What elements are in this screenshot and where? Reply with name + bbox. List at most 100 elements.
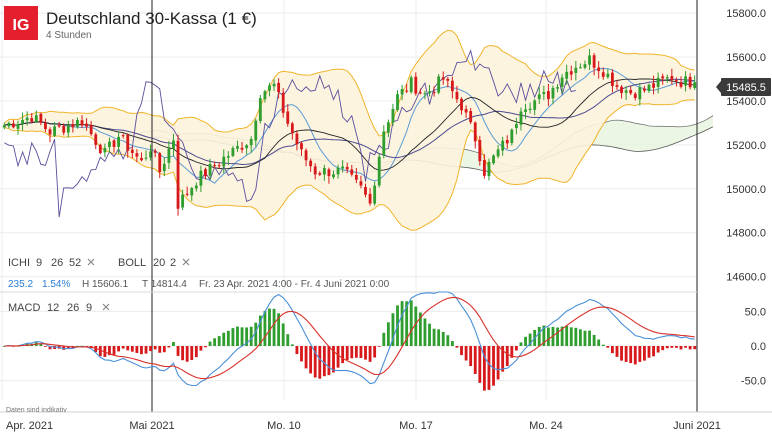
candle[interactable]	[85, 118, 89, 131]
candle[interactable]	[496, 145, 500, 159]
candle[interactable]	[446, 77, 450, 88]
candle[interactable]	[542, 85, 546, 101]
candle[interactable]	[34, 110, 38, 123]
candle[interactable]	[386, 119, 390, 138]
candle[interactable]	[44, 118, 47, 133]
candle[interactable]	[2, 122, 6, 130]
candlestick-series[interactable]	[2, 49, 697, 216]
candle[interactable]	[126, 133, 130, 158]
candle[interactable]	[675, 77, 678, 87]
candle[interactable]	[98, 143, 102, 155]
candle[interactable]	[158, 152, 162, 179]
candle[interactable]	[597, 61, 601, 79]
candle[interactable]	[665, 74, 669, 83]
candle[interactable]	[473, 121, 477, 149]
candle[interactable]	[679, 76, 683, 89]
candle[interactable]	[592, 53, 596, 76]
candle[interactable]	[153, 148, 157, 158]
candle[interactable]	[533, 98, 537, 116]
candle[interactable]	[94, 132, 98, 150]
candle[interactable]	[290, 121, 294, 140]
candle[interactable]	[551, 85, 555, 105]
candle[interactable]	[423, 90, 427, 100]
candle[interactable]	[300, 141, 303, 156]
candle[interactable]	[135, 149, 139, 163]
candle[interactable]	[249, 136, 253, 153]
candle[interactable]	[610, 69, 614, 93]
candle[interactable]	[565, 64, 569, 85]
candle[interactable]	[656, 72, 660, 94]
candle[interactable]	[487, 158, 491, 181]
candle[interactable]	[578, 63, 582, 69]
candle[interactable]	[373, 181, 377, 206]
candle[interactable]	[204, 167, 207, 180]
candle[interactable]	[213, 161, 217, 169]
candle[interactable]	[140, 152, 143, 162]
candle[interactable]	[460, 97, 463, 115]
ichi-label[interactable]: ICHI	[8, 257, 30, 269]
candle[interactable]	[652, 75, 655, 95]
candle[interactable]	[560, 73, 564, 94]
candle[interactable]	[236, 140, 239, 152]
candle[interactable]	[647, 83, 651, 93]
candle[interactable]	[505, 135, 509, 149]
candle[interactable]	[71, 119, 75, 133]
candle[interactable]	[226, 151, 230, 166]
candle[interactable]	[364, 183, 367, 198]
candle[interactable]	[437, 73, 441, 95]
candle[interactable]	[240, 142, 244, 153]
candle[interactable]	[172, 133, 175, 157]
candle[interactable]	[7, 121, 11, 129]
candle[interactable]	[272, 79, 276, 92]
candle[interactable]	[62, 123, 66, 136]
candle[interactable]	[12, 120, 15, 129]
candle[interactable]	[377, 153, 381, 188]
candle[interactable]	[345, 162, 349, 174]
candle[interactable]	[455, 85, 459, 103]
candle[interactable]	[643, 85, 646, 93]
candle[interactable]	[478, 135, 482, 166]
candle[interactable]	[428, 85, 431, 97]
candle[interactable]	[190, 186, 194, 202]
candle[interactable]	[583, 60, 587, 70]
candle[interactable]	[514, 117, 518, 135]
candle[interactable]	[368, 187, 372, 206]
candle[interactable]	[222, 149, 226, 174]
candle[interactable]	[615, 79, 619, 90]
candle[interactable]	[185, 186, 189, 197]
candle[interactable]	[332, 170, 335, 180]
candle[interactable]	[53, 122, 56, 138]
candle[interactable]	[254, 118, 258, 147]
candle[interactable]	[510, 128, 514, 146]
candle[interactable]	[492, 154, 495, 165]
candle[interactable]	[25, 111, 29, 126]
candle[interactable]	[16, 120, 20, 135]
candle[interactable]	[66, 120, 70, 138]
candle[interactable]	[638, 82, 642, 106]
candle[interactable]	[633, 92, 637, 101]
candle[interactable]	[130, 146, 134, 159]
candle[interactable]	[30, 113, 34, 124]
candle[interactable]	[519, 107, 523, 131]
candle[interactable]	[277, 78, 281, 99]
candle[interactable]	[149, 144, 153, 161]
candle[interactable]	[162, 157, 166, 177]
close-icon[interactable]	[182, 258, 190, 266]
candle[interactable]	[469, 108, 473, 125]
close-icon[interactable]	[87, 258, 95, 266]
candle[interactable]	[556, 84, 559, 93]
candle[interactable]	[286, 104, 290, 127]
candle[interactable]	[217, 162, 221, 169]
candle[interactable]	[231, 146, 235, 158]
candle[interactable]	[601, 67, 605, 80]
candle[interactable]	[606, 68, 610, 79]
candle[interactable]	[304, 148, 308, 167]
candle[interactable]	[482, 154, 486, 179]
candle[interactable]	[688, 73, 692, 90]
candle[interactable]	[80, 115, 84, 129]
candle[interactable]	[336, 164, 340, 179]
candle[interactable]	[103, 143, 107, 158]
candle[interactable]	[400, 84, 404, 101]
candle[interactable]	[569, 65, 573, 81]
